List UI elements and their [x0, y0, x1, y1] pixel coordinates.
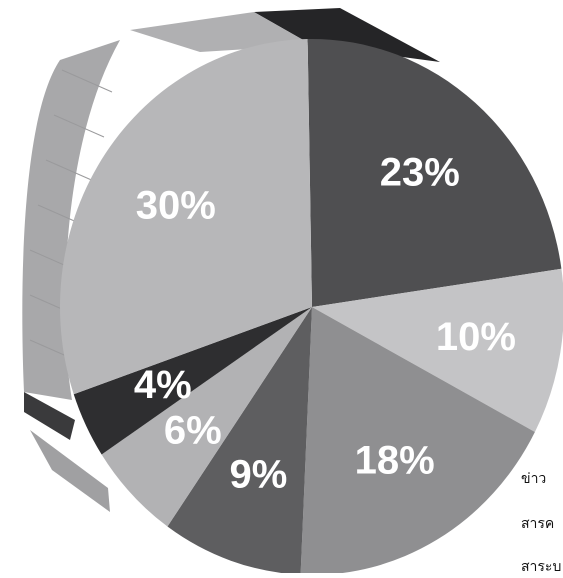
pie-side-dark-band	[24, 392, 75, 440]
side-stripe	[53, 114, 105, 138]
pie-slice-7	[60, 39, 312, 395]
slice-label-5: 6%	[164, 408, 222, 452]
pie-slice-2	[312, 268, 563, 432]
pie-labels: 23% 10% 18% 9%6%4% 30%	[134, 150, 516, 496]
slice-label-4: 9%	[229, 452, 287, 496]
pie-top-rim-light	[130, 12, 312, 52]
pie-slices	[60, 38, 563, 573]
slice-label-2: 10%	[436, 315, 516, 359]
pie-side-band	[22, 40, 120, 400]
slice-label-1: 23%	[380, 150, 460, 194]
side-stripe	[61, 69, 113, 93]
pie-side	[0, 392, 210, 573]
pie-slice-1	[307, 38, 562, 307]
pie-slice-4	[167, 307, 312, 573]
slice-label-3: 18%	[355, 439, 435, 483]
side-stripe	[45, 159, 97, 183]
pie-slice-5	[101, 307, 313, 527]
slice-label-6: 4%	[134, 363, 192, 407]
pie-slice-3	[300, 307, 535, 573]
slice-label-7: 30%	[136, 184, 216, 228]
pie-side-light-band	[30, 430, 110, 512]
legend-entry-2: สารค	[521, 516, 555, 532]
legend-entry-3: สาระบ	[521, 559, 562, 575]
pie-slice-6	[73, 307, 312, 455]
legend-entry-1: ข่าว	[521, 471, 547, 487]
pie-top-rim	[254, 8, 440, 62]
